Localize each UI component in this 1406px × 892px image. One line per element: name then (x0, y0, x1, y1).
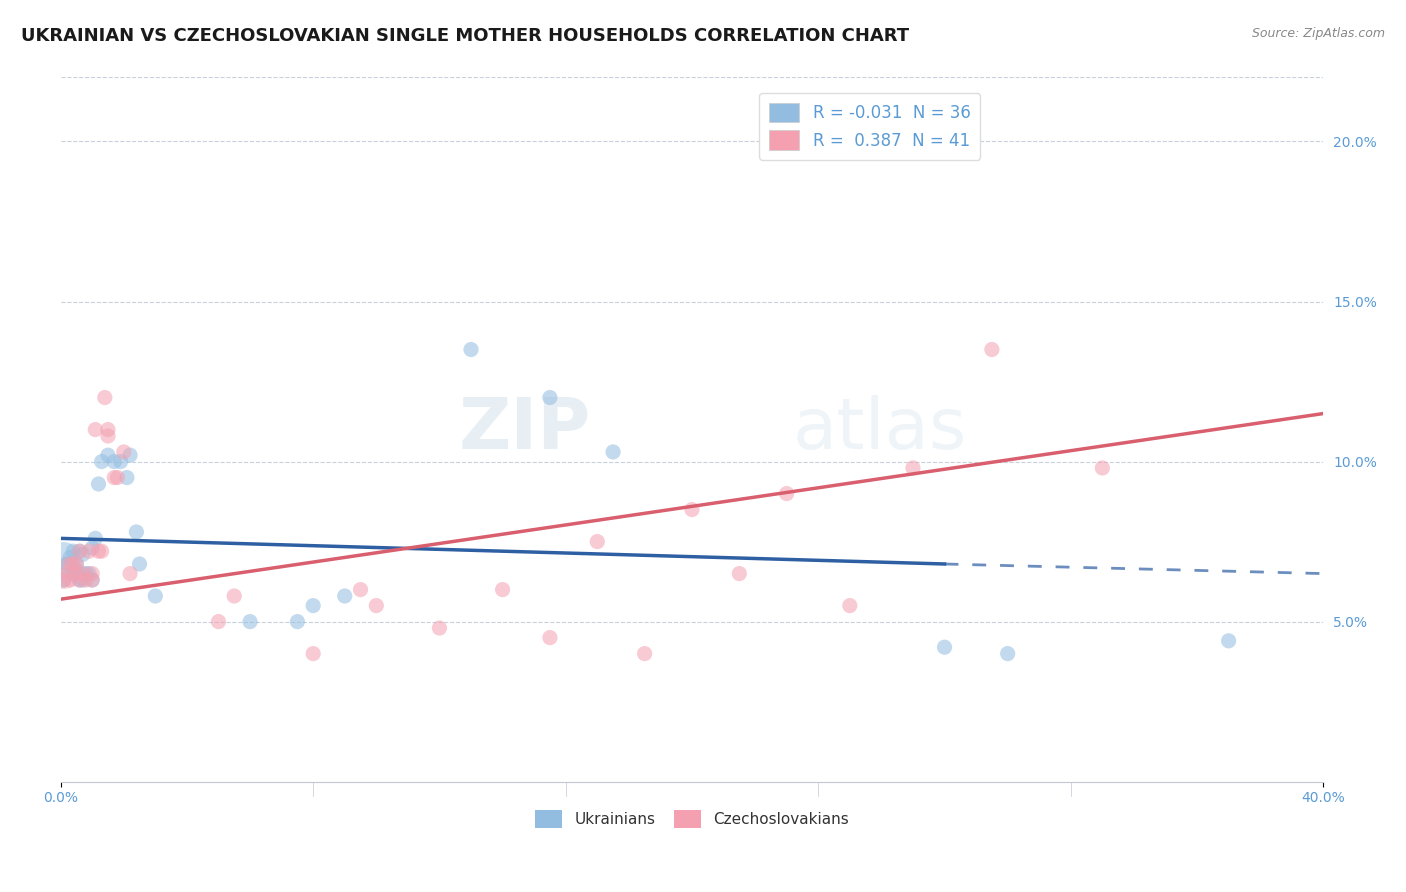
Point (115, 470, 138, 484)
Legend: Ukrainians, Czechoslovakians: Ukrainians, Czechoslovakians (529, 804, 855, 834)
Point (90, 454, 112, 468)
Point (82, 566, 104, 581)
Point (901, 461, 924, 475)
Point (103, 470, 125, 484)
Point (52, 566, 75, 581)
Point (94, 391, 117, 405)
Point (72, 566, 94, 581)
Point (52, 550, 75, 565)
Point (302, 647, 325, 661)
Point (103, 454, 125, 468)
Point (52, 573, 75, 587)
Point (87, 544, 110, 558)
Point (84, 423, 107, 437)
Point (302, 599, 325, 613)
Point (56, 557, 79, 571)
Point (72, 548, 94, 562)
Point (62, 544, 84, 558)
Point (602, 445, 624, 459)
Point (84, 532, 107, 546)
Point (82, 541, 104, 555)
Point (59, 550, 82, 565)
Point (77, 544, 100, 558)
Point (934, 640, 956, 655)
Point (128, 557, 150, 571)
Point (69, 544, 91, 558)
Point (728, 566, 751, 581)
Point (776, 486, 799, 500)
Point (82, 573, 104, 587)
Point (460, 343, 482, 357)
Point (491, 582, 513, 597)
Point (538, 631, 561, 645)
Point (69, 573, 91, 587)
Point (59, 573, 82, 587)
Point (349, 582, 371, 597)
Point (333, 589, 356, 603)
Text: UKRAINIAN VS CZECHOSLOVAKIAN SINGLE MOTHER HOUSEHOLDS CORRELATION CHART: UKRAINIAN VS CZECHOSLOVAKIAN SINGLE MOTH… (21, 27, 910, 45)
Point (429, 621, 451, 635)
Text: Source: ZipAtlas.com: Source: ZipAtlas.com (1251, 27, 1385, 40)
Point (224, 589, 246, 603)
Point (75, 566, 97, 581)
Point (56, 566, 79, 581)
Point (90, 544, 112, 558)
Point (97, 429, 120, 443)
Point (980, 343, 1002, 357)
Point (112, 445, 135, 459)
Point (75, 573, 97, 587)
Text: atlas: atlas (793, 395, 967, 464)
Point (97, 423, 120, 437)
Point (69, 544, 91, 558)
Point (87, 477, 110, 491)
Point (538, 391, 561, 405)
Point (1218, 633, 1240, 648)
Point (110, 454, 132, 468)
Point (143, 589, 166, 603)
Point (120, 448, 142, 462)
Point (52, 573, 75, 587)
Point (82, 573, 104, 587)
Point (72, 573, 94, 587)
Point (107, 470, 129, 484)
Text: ZIP: ZIP (458, 395, 591, 464)
Point (65, 566, 87, 581)
Point (239, 615, 262, 629)
Point (62, 566, 84, 581)
Point (681, 502, 703, 516)
Point (366, 599, 388, 613)
Point (207, 615, 229, 629)
Point (69, 573, 91, 587)
Point (65, 557, 87, 571)
Point (97, 448, 120, 462)
Point (65, 563, 87, 577)
Point (125, 524, 148, 539)
Point (77, 566, 100, 581)
Point (633, 647, 655, 661)
Point (65, 557, 87, 571)
Point (62, 557, 84, 571)
Point (59, 557, 82, 571)
Point (1091, 461, 1114, 475)
Point (838, 599, 860, 613)
Point (287, 615, 309, 629)
Point (586, 534, 609, 549)
Point (120, 566, 142, 581)
Point (997, 647, 1019, 661)
